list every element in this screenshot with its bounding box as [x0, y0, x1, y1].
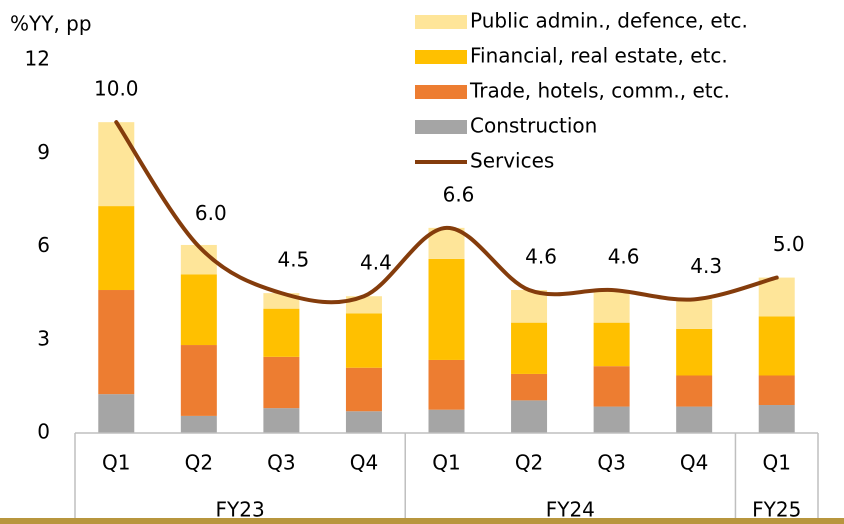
- y-tick-label: 3: [37, 326, 50, 350]
- data-label: 4.6: [525, 245, 557, 269]
- bar-segment: [593, 290, 630, 323]
- x-tick-label: Q2: [185, 451, 213, 475]
- legend-swatch: [415, 50, 467, 64]
- data-label: 6.6: [443, 182, 475, 206]
- group-label: FY23: [216, 498, 265, 522]
- legend-label: Services: [470, 149, 554, 173]
- data-label: 4.3: [690, 254, 722, 278]
- bar-segment: [345, 313, 382, 368]
- bar-segment: [511, 373, 548, 401]
- bar-segment: [98, 394, 135, 433]
- legend-label: Financial, real estate, etc.: [470, 44, 728, 68]
- bar-segment: [676, 375, 713, 407]
- bar-segment: [263, 408, 300, 433]
- legend-label: Public admin., defence, etc.: [470, 9, 748, 33]
- bar-segment: [98, 206, 135, 291]
- bar-segment: [758, 375, 795, 406]
- legend-swatch: [415, 15, 467, 29]
- footer-band: [0, 518, 844, 524]
- group-label: FY25: [752, 498, 801, 522]
- x-tick-label: Q4: [350, 451, 378, 475]
- x-tick-label: Q4: [680, 451, 708, 475]
- data-label: 4.6: [608, 245, 640, 269]
- legend-label: Construction: [470, 114, 597, 138]
- bar-segment: [511, 400, 548, 433]
- data-label: 4.4: [360, 251, 392, 275]
- y-tick-label: 9: [37, 140, 50, 164]
- bar-segment: [180, 415, 217, 433]
- bar-segment: [263, 308, 300, 357]
- bar-segment: [593, 406, 630, 433]
- data-label: 4.5: [277, 248, 309, 272]
- bar-segment: [345, 367, 382, 412]
- bar-segment: [511, 290, 548, 323]
- bar-segment: [676, 406, 713, 433]
- bar-segment: [428, 258, 465, 360]
- bar-segment: [428, 359, 465, 410]
- bar-segment: [98, 122, 135, 207]
- bar-segment: [98, 290, 135, 395]
- y-tick-label: 6: [37, 233, 50, 257]
- data-label: 6.0: [195, 201, 227, 225]
- x-tick-label: Q1: [762, 451, 790, 475]
- x-tick-label: Q3: [597, 451, 625, 475]
- bar-segment: [676, 299, 713, 329]
- legend-swatch: [415, 120, 467, 134]
- bar-segment: [593, 366, 630, 407]
- bar-segment: [676, 328, 713, 376]
- x-tick-label: Q1: [102, 451, 130, 475]
- x-tick-label: Q1: [432, 451, 460, 475]
- y-tick-label: 12: [25, 47, 50, 71]
- x-tick-label: Q2: [515, 451, 543, 475]
- bar-segment: [428, 409, 465, 433]
- bar-segment: [758, 405, 795, 433]
- group-label: FY24: [546, 498, 595, 522]
- bar-segment: [758, 277, 795, 317]
- bar-segment: [180, 274, 217, 346]
- data-label: 5.0: [773, 232, 805, 256]
- y-tick-label: 0: [37, 420, 50, 444]
- bar-segment: [511, 322, 548, 374]
- y-axis-label: %YY, pp: [10, 12, 92, 36]
- bar-segment: [263, 356, 300, 409]
- data-label: 10.0: [94, 77, 139, 101]
- bar-segment: [593, 322, 630, 367]
- legend-label: Trade, hotels, comm., etc.: [469, 79, 730, 103]
- legend-swatch: [415, 85, 467, 99]
- services-line: [114, 120, 779, 305]
- bar-segment: [345, 411, 382, 433]
- bar-segment: [758, 316, 795, 376]
- x-tick-label: Q3: [267, 451, 295, 475]
- bar-segment: [180, 345, 217, 416]
